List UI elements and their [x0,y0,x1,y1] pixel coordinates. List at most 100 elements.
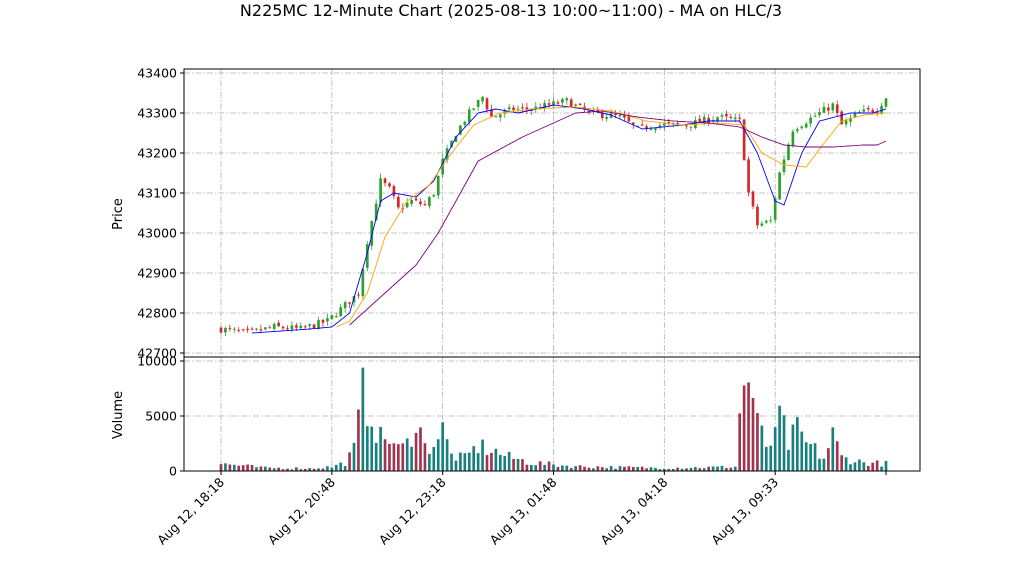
volume-bar [685,468,688,471]
volume-bar [290,469,294,471]
volume-bar [490,452,493,471]
candle-body [374,203,378,221]
volume-bar [853,462,857,471]
volume-bar [392,443,396,471]
candle-body [631,122,635,125]
candle-body [255,328,258,330]
candle-body [286,328,289,330]
candle-body [228,327,232,329]
volume-bar [858,459,861,471]
volume-bar [631,467,635,471]
volume-bar [507,451,511,471]
volume-tick-label: 0 [169,464,177,479]
price-tick-label: 43400 [137,66,177,81]
candle-body [317,320,320,329]
candle-body [574,104,577,106]
candle-body [764,220,768,223]
volume-bar [884,460,888,471]
volume-bar [397,444,400,471]
candle-body [330,315,334,319]
volume-bar [866,466,870,471]
candle-body [388,183,391,187]
candle-body [295,325,298,328]
candle-body [552,101,555,106]
volume-bar [383,439,387,471]
volume-bar [241,465,245,471]
volume-bar [756,413,759,471]
volume-bar [277,467,280,471]
candle-body [569,99,573,107]
volume-bar [596,466,600,471]
candle-body [636,125,640,127]
volume-bar [711,466,715,471]
price-tick-label: 42800 [137,306,177,321]
volume-bar [583,466,586,471]
volume-bar [481,439,484,471]
candle-body [614,113,617,116]
candle-body [578,103,582,105]
volume-bar [286,468,289,471]
candle-body [410,199,413,204]
volume-bar [578,465,582,471]
candle-body [250,328,254,330]
candle-body [663,123,666,126]
candle-body [733,117,737,120]
candle-body [472,108,476,110]
volume-bar [787,449,790,471]
candle-body [880,105,883,113]
volume-bar [321,468,325,471]
volume-bar [605,468,609,471]
candle-body [667,122,671,124]
volume-bar [835,441,839,471]
candle-body [623,115,626,118]
volume-bar [769,445,773,471]
candle-body [760,223,764,226]
volume-bar [521,459,524,471]
candle-body [618,114,622,117]
volume-bar [733,466,737,471]
volume-bar [525,464,529,471]
volume-bar [379,426,382,471]
volume-bar [268,467,272,471]
volume-bar [228,464,232,471]
volume-bar [494,448,498,471]
volume-tick-label: 10000 [137,354,177,369]
candle-body [525,107,529,110]
volume-bar [352,442,356,471]
volume-bar [671,468,675,471]
volume-bar [813,443,817,471]
volume-bar [330,467,334,471]
volume-bar [822,458,826,471]
volume-bar [374,442,378,471]
volume-bar [547,461,551,471]
candle-body [658,125,662,128]
candle-body [747,159,750,193]
candle-body [676,123,679,125]
candle-body [680,125,684,127]
volume-bar [760,425,764,471]
candle-body [844,120,848,125]
candle-body [299,325,303,329]
candle-body [268,327,272,329]
candle-body [272,324,276,329]
candle-body [702,116,706,124]
moving-averages [251,104,887,334]
candle-body [312,324,316,329]
candle-body [738,117,742,119]
volume-bar [388,443,391,471]
volume-bar [565,465,569,471]
candle-body [796,129,799,132]
volume-bar [454,460,458,471]
volume-bar [401,443,405,471]
volume-bar [880,466,883,471]
candle-body [334,316,338,318]
volume-bar [871,462,875,471]
candle-body [813,115,817,117]
volume-bar [246,464,249,471]
candle-body [392,186,396,197]
volume-bar [463,453,467,471]
candle-body [751,191,755,207]
candle-body [241,329,245,331]
volume-bars [219,367,888,471]
volume-bar [312,468,316,471]
